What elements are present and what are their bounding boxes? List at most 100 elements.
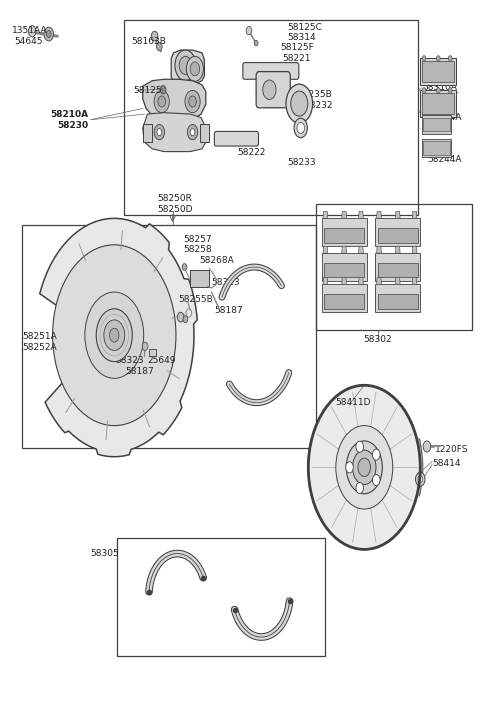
Circle shape (372, 475, 380, 486)
Text: 58244A: 58244A (427, 155, 462, 164)
Circle shape (187, 125, 198, 139)
Text: 58257: 58257 (183, 235, 212, 244)
Polygon shape (412, 212, 417, 219)
Text: 58125: 58125 (133, 86, 162, 95)
Polygon shape (378, 228, 418, 243)
Polygon shape (40, 219, 197, 457)
Circle shape (28, 26, 36, 37)
Polygon shape (422, 139, 451, 157)
Polygon shape (377, 212, 382, 219)
Circle shape (416, 472, 425, 486)
Text: 58251A: 58251A (23, 332, 58, 341)
Circle shape (422, 55, 426, 61)
Polygon shape (323, 246, 328, 253)
Text: 58414: 58414 (432, 458, 461, 468)
Circle shape (436, 55, 440, 61)
Polygon shape (322, 285, 367, 312)
Circle shape (47, 31, 51, 38)
Circle shape (346, 462, 353, 473)
Circle shape (189, 96, 196, 107)
Text: 58411D: 58411D (335, 398, 371, 407)
Polygon shape (375, 253, 420, 281)
Circle shape (448, 55, 452, 61)
Circle shape (182, 264, 187, 271)
Polygon shape (324, 294, 364, 308)
Text: 58187: 58187 (125, 367, 154, 376)
Circle shape (297, 123, 304, 133)
Circle shape (104, 320, 125, 350)
Polygon shape (324, 228, 364, 243)
Polygon shape (378, 294, 418, 308)
Circle shape (422, 88, 426, 93)
Polygon shape (143, 113, 207, 151)
Circle shape (157, 129, 162, 135)
Polygon shape (422, 116, 451, 133)
Circle shape (263, 80, 276, 100)
Text: 58233: 58233 (288, 158, 316, 168)
Polygon shape (377, 246, 382, 253)
Circle shape (436, 88, 440, 93)
Bar (316, 205, 472, 329)
Polygon shape (143, 125, 152, 142)
Text: 1351AA: 1351AA (12, 26, 48, 35)
Circle shape (185, 90, 200, 113)
Circle shape (308, 386, 420, 550)
Polygon shape (200, 125, 209, 142)
Circle shape (109, 328, 119, 342)
Circle shape (156, 43, 162, 50)
Text: 58232: 58232 (304, 101, 333, 110)
Polygon shape (342, 278, 347, 285)
Polygon shape (323, 212, 328, 219)
Circle shape (142, 342, 148, 350)
Circle shape (183, 315, 188, 322)
Polygon shape (359, 212, 363, 219)
Text: 58222: 58222 (238, 148, 266, 157)
Circle shape (423, 441, 431, 452)
Circle shape (151, 32, 158, 41)
FancyBboxPatch shape (256, 72, 290, 108)
Text: 58305: 58305 (91, 549, 120, 558)
FancyBboxPatch shape (243, 62, 299, 79)
Text: 58323: 58323 (116, 355, 144, 365)
FancyBboxPatch shape (215, 131, 259, 146)
Polygon shape (322, 219, 367, 246)
Text: 58323: 58323 (212, 278, 240, 287)
Polygon shape (342, 212, 347, 219)
Circle shape (158, 96, 166, 107)
Text: 58235B: 58235B (297, 90, 332, 99)
Polygon shape (378, 263, 418, 278)
Bar (124, 20, 418, 215)
Polygon shape (396, 246, 400, 253)
Polygon shape (149, 349, 156, 356)
Bar (117, 538, 325, 657)
Circle shape (216, 133, 222, 143)
Text: 1220FS: 1220FS (434, 444, 468, 454)
Polygon shape (375, 285, 420, 312)
Polygon shape (412, 246, 417, 253)
Circle shape (53, 245, 176, 426)
Text: 58125F: 58125F (280, 43, 314, 53)
Polygon shape (396, 212, 400, 219)
Polygon shape (420, 58, 456, 85)
Circle shape (190, 129, 195, 135)
Circle shape (286, 84, 312, 123)
Circle shape (154, 125, 165, 139)
Polygon shape (423, 118, 450, 131)
Circle shape (346, 441, 382, 494)
Bar (22, 225, 316, 448)
Polygon shape (143, 79, 206, 121)
Polygon shape (190, 270, 209, 287)
Circle shape (358, 458, 371, 477)
Circle shape (246, 27, 252, 35)
Text: 25649: 25649 (147, 355, 176, 365)
Text: 58221: 58221 (283, 54, 311, 63)
Circle shape (186, 56, 204, 81)
Text: 54645: 54645 (14, 37, 43, 46)
Circle shape (175, 50, 196, 81)
Circle shape (254, 41, 258, 46)
Polygon shape (420, 90, 456, 117)
Text: 58230: 58230 (57, 121, 88, 130)
Polygon shape (324, 263, 364, 278)
Circle shape (418, 476, 423, 482)
Text: 58258: 58258 (183, 245, 212, 254)
